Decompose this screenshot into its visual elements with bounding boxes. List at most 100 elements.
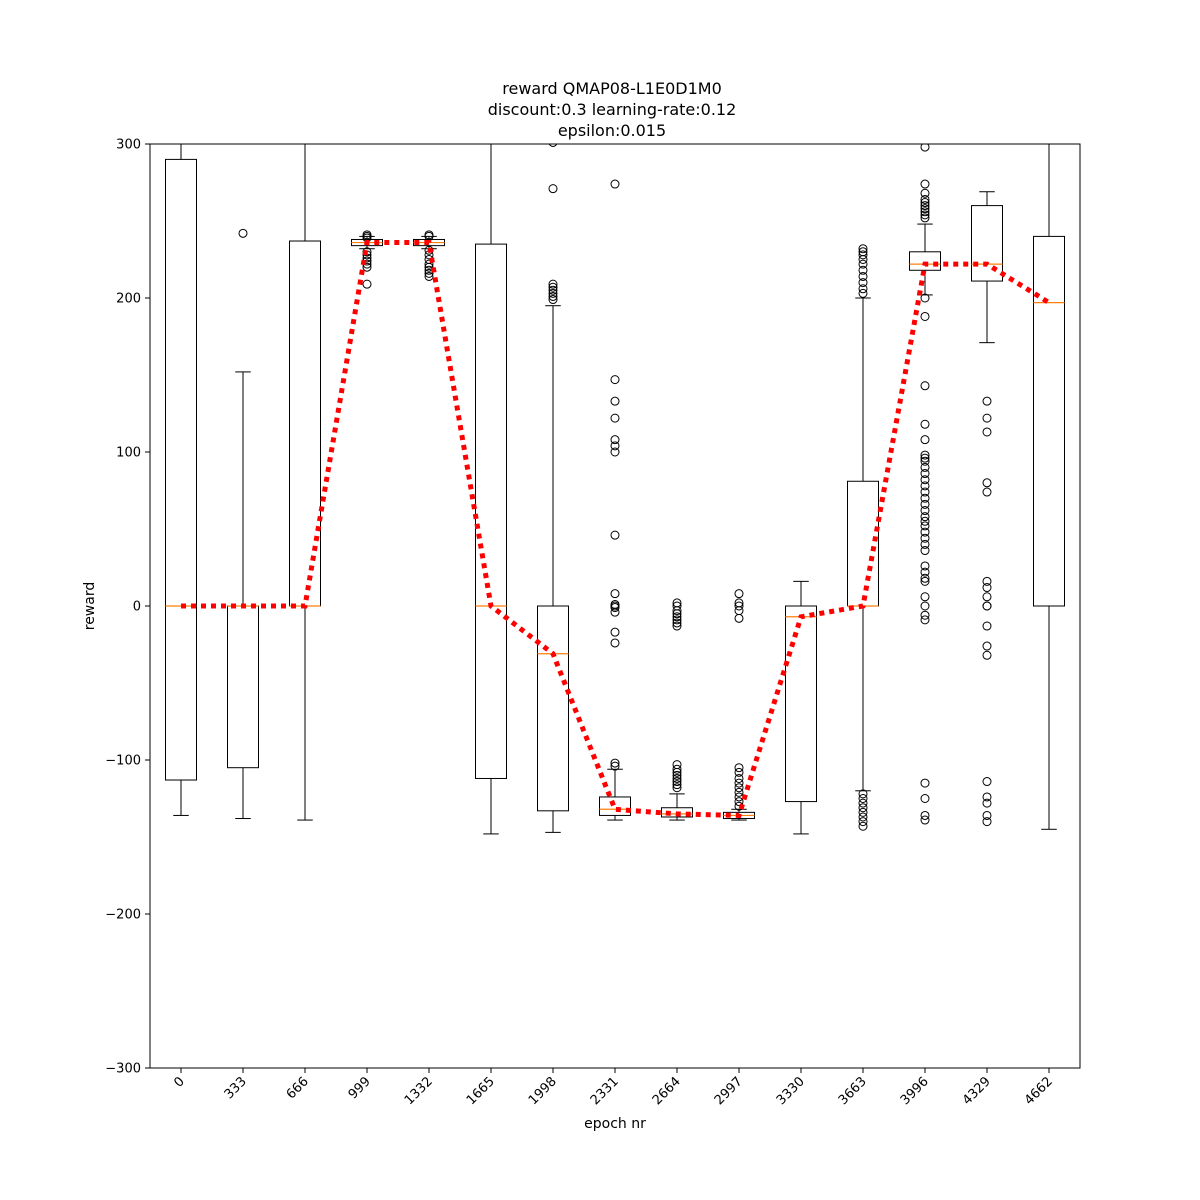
- outlier-point: [672, 770, 682, 780]
- outlier-point: [858, 288, 868, 298]
- outlier-point: [734, 773, 744, 783]
- outlier-point: [982, 413, 992, 423]
- outlier-point: [920, 311, 930, 321]
- outlier-point: [858, 803, 868, 813]
- outlier-point: [858, 278, 868, 288]
- outlier-point: [920, 499, 930, 509]
- box-rect: [599, 796, 631, 816]
- outlier-point: [610, 375, 620, 385]
- outlier-point: [920, 778, 930, 788]
- outlier-point: [982, 583, 992, 593]
- outlier-point: [920, 475, 930, 485]
- outlier-point: [858, 250, 868, 260]
- outlier-point: [920, 456, 930, 466]
- outlier-point: [920, 144, 930, 152]
- outlier-point: [362, 279, 372, 289]
- outlier-point: [920, 435, 930, 445]
- y-tick-label: 200: [116, 292, 141, 307]
- box-2331: [599, 179, 631, 821]
- outlier-point: [610, 530, 620, 540]
- outlier-point: [982, 641, 992, 651]
- outlier-point: [920, 179, 930, 189]
- outlier-point: [858, 284, 868, 294]
- outlier-point: [672, 780, 682, 790]
- outlier-point: [982, 427, 992, 437]
- y-tick-label: −200: [105, 908, 141, 923]
- outlier-point: [610, 607, 620, 617]
- y-axis-label: reward: [82, 582, 98, 631]
- outlier-point: [982, 576, 992, 586]
- box-rect: [165, 158, 197, 781]
- outlier-point: [982, 478, 992, 488]
- outlier-point: [920, 610, 930, 620]
- outlier-point: [920, 573, 930, 583]
- outlier-point: [610, 447, 620, 457]
- outlier-point: [734, 601, 744, 611]
- x-axis-label: epoch nr: [584, 1116, 646, 1132]
- outlier-point: [920, 450, 930, 460]
- outlier-point: [920, 453, 930, 463]
- outlier-point: [610, 441, 620, 451]
- outlier-point: [920, 516, 930, 526]
- outlier-point: [920, 201, 930, 211]
- outlier-point: [982, 817, 992, 827]
- outlier-point: [734, 797, 744, 807]
- outlier-point: [672, 783, 682, 793]
- box-2664: [661, 598, 693, 821]
- outlier-point: [920, 521, 930, 531]
- outlier-point: [920, 487, 930, 497]
- outlier-point: [672, 621, 682, 631]
- outlier-point: [920, 469, 930, 479]
- outlier-point: [920, 210, 930, 220]
- outlier-point: [858, 807, 868, 817]
- outlier-point: [672, 773, 682, 783]
- outlier-point: [982, 792, 992, 802]
- box-3663: [847, 244, 879, 831]
- outlier-point: [920, 615, 930, 625]
- outlier-point: [920, 493, 930, 503]
- outlier-point: [672, 764, 682, 774]
- y-tick-label: −300: [105, 1062, 141, 1077]
- chart-title-line-1: reward QMAP08-L1E0D1M0: [502, 79, 722, 98]
- plot-area: [165, 144, 1065, 835]
- outlier-point: [858, 812, 868, 822]
- outlier-point: [858, 259, 868, 269]
- box-3996: [909, 144, 941, 825]
- outlier-point: [920, 592, 930, 602]
- outlier-point: [610, 627, 620, 637]
- chart-title-line-2: discount:0.3 learning-rate:0.12: [488, 100, 737, 119]
- outlier-point: [920, 546, 930, 556]
- outlier-point: [672, 609, 682, 619]
- outlier-point: [672, 612, 682, 622]
- outlier-point: [548, 279, 558, 289]
- outlier-point: [548, 144, 558, 147]
- outlier-point: [858, 789, 868, 799]
- outlier-point: [548, 291, 558, 301]
- outlier-point: [982, 798, 992, 808]
- outlier-point: [920, 198, 930, 208]
- outlier-point: [610, 761, 620, 771]
- outlier-point: [920, 567, 930, 577]
- outlier-point: [982, 650, 992, 660]
- outlier-point: [982, 592, 992, 602]
- outlier-point: [858, 265, 868, 275]
- box-rect: [971, 205, 1003, 282]
- box-rect: [909, 251, 941, 271]
- outlier-point: [548, 295, 558, 305]
- outlier-point: [920, 576, 930, 586]
- outlier-point: [858, 821, 868, 831]
- chart-title-line-3: epsilon:0.015: [558, 121, 666, 140]
- outlier-point: [610, 638, 620, 648]
- outlier-point: [734, 778, 744, 788]
- outlier-point: [734, 763, 744, 773]
- outlier-point: [920, 419, 930, 429]
- outlier-point: [920, 527, 930, 537]
- outlier-point: [548, 285, 558, 295]
- outlier-point: [734, 589, 744, 599]
- outlier-point: [672, 615, 682, 625]
- outlier-point: [920, 533, 930, 543]
- outlier-point: [920, 293, 930, 303]
- y-tick-label: 100: [116, 446, 141, 461]
- outlier-point: [858, 798, 868, 808]
